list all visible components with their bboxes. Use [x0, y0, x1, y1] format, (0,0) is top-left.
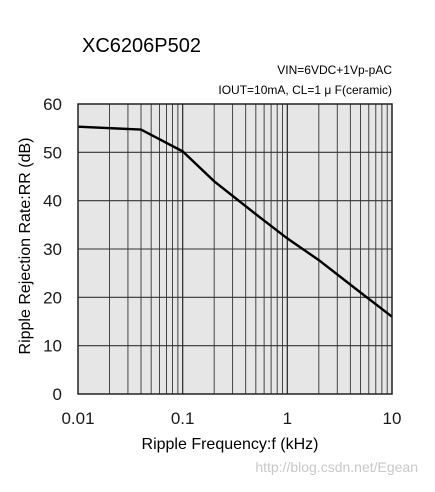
- y-tick-label: 0: [53, 385, 62, 404]
- y-tick-label: 10: [43, 337, 62, 356]
- x-axis-label: Ripple Frequency:f (kHz): [142, 436, 319, 453]
- y-tick-label: 30: [43, 240, 62, 259]
- y-tick-label: 50: [43, 143, 62, 162]
- series-line: [77, 125, 393, 318]
- y-axis-label: Ripple Rejection Rate:RR (dB): [17, 138, 34, 355]
- tick-labels: 0 10 20 30 40 50 60 0.01 0.1 1 10: [43, 95, 401, 428]
- plot-frame: [77, 103, 393, 395]
- x-tick-label: 10: [383, 409, 402, 428]
- y-tick-label: 20: [43, 288, 62, 307]
- watermark: http://blog.csdn.net/Egean: [255, 459, 418, 475]
- y-tick-label: 60: [43, 95, 62, 114]
- chart-title: XC6206P502: [82, 35, 201, 57]
- condition-line-2: IOUT=10mA, CL=1 μ F(ceramic): [218, 83, 392, 97]
- x-tick-label: 0.1: [171, 409, 195, 428]
- y-tick-label: 40: [43, 192, 62, 211]
- x-tick-label: 0.01: [61, 409, 94, 428]
- x-tick-label: 1: [283, 409, 292, 428]
- condition-line-1: VIN=6VDC+1Vp-pAC: [277, 63, 392, 77]
